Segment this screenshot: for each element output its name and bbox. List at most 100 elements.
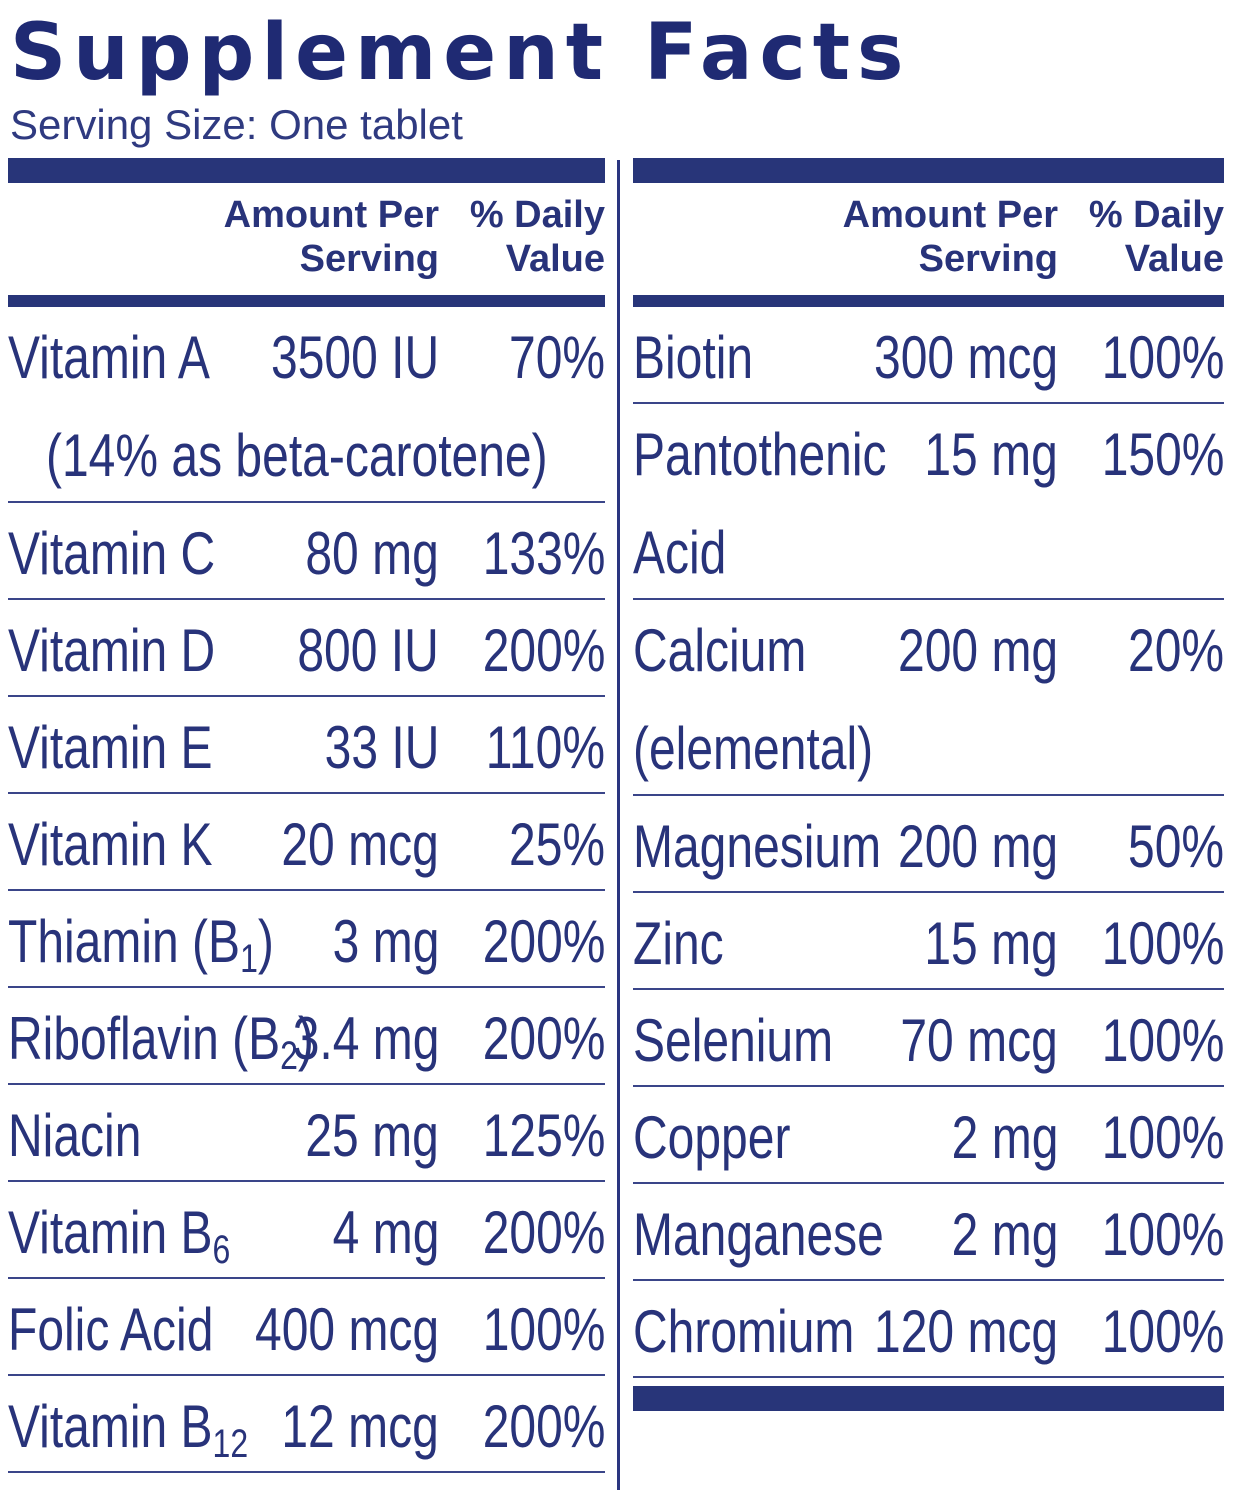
header-line: Value: [1124, 238, 1224, 280]
column-header: Amount Per Serving % Daily Value: [8, 183, 605, 295]
nutrient-row: Manganese 2 mg 100%: [633, 1184, 1224, 1281]
nutrient-name: Vitamin A: [8, 324, 210, 391]
nutrient-name: Vitamin B6: [8, 1199, 231, 1272]
top-bar: [8, 158, 605, 183]
nutrient-name: Vitamin C: [8, 520, 216, 587]
daily-value: 200%: [482, 908, 605, 975]
amount-per-serving: 33 IU: [324, 714, 439, 781]
daily-value: 100%: [1101, 1298, 1224, 1365]
nutrient-row: Vitamin A (14% as beta-carotene) 3500 IU 70…: [8, 307, 605, 503]
nutrient-name: Folic Acid: [8, 1296, 214, 1363]
nutrient-name: Calcium: [633, 617, 807, 684]
nutrient-row: Vitamin K 20 mcg 25%: [8, 794, 605, 891]
nutrient-name: Pantothenic: [633, 421, 887, 488]
header-line: Serving: [918, 238, 1058, 280]
nutrient-row: Pantothenic Acid 15 mg 150%: [633, 404, 1224, 600]
daily-value: 50%: [1127, 813, 1224, 880]
amount-per-serving: 2 mg: [951, 1201, 1058, 1268]
nutrient-row: Chromium 120 mcg 100%: [633, 1281, 1224, 1378]
top-bar: [633, 158, 1224, 183]
nutrient-name: Vitamin E: [8, 714, 213, 781]
header-line: % Daily: [469, 194, 605, 236]
nutrient-name-continued: (14% as beta-carotene): [46, 422, 548, 489]
amount-per-serving: 120 mcg: [873, 1298, 1058, 1365]
daily-value: 110%: [485, 714, 605, 781]
nutrient-name: Riboflavin (B2): [8, 1005, 314, 1078]
amount-per-serving: 3 mg: [332, 908, 439, 975]
nutrient-name: Thiamin (B1): [8, 908, 274, 981]
daily-value: 133%: [482, 520, 605, 587]
daily-value: 100%: [1101, 324, 1224, 391]
daily-value: 100%: [1101, 1104, 1224, 1171]
nutrient-name: Chromium: [633, 1298, 855, 1365]
amount-per-serving: 400 mcg: [254, 1296, 439, 1363]
header-bar: [8, 295, 605, 307]
amount-per-serving: 2 mg: [951, 1104, 1058, 1171]
right-panel: Amount Per Serving % Daily Value Biotin 3…: [633, 158, 1224, 1411]
nutrient-name-continued: (elemental): [633, 715, 874, 782]
nutrient-name: Magnesium: [633, 813, 882, 880]
nutrient-row: Calcium (elemental) 200 mg 20%: [633, 600, 1224, 796]
amount-per-serving: 20 mcg: [281, 811, 439, 878]
nutrient-name: Vitamin B12: [8, 1393, 249, 1466]
amount-per-serving-header: Amount Per Serving: [843, 193, 1058, 281]
amount-per-serving: 800 IU: [297, 617, 439, 684]
subscript: 12: [212, 1422, 249, 1466]
amount-per-serving: 3.4 mg: [292, 1005, 439, 1072]
amount-per-serving: 4 mg: [332, 1199, 439, 1266]
amount-per-serving: 300 mcg: [873, 324, 1058, 391]
nutrient-list: Vitamin A (14% as beta-carotene) 3500 IU 70…: [8, 307, 605, 1473]
nutrient-list: Biotin 300 mcg 100% Pantothenic Acid 15 mg 150…: [633, 307, 1224, 1378]
daily-value: 200%: [482, 1005, 605, 1072]
subscript: 1: [240, 937, 258, 981]
nutrient-row: Vitamin B12 12 mcg 200%: [8, 1376, 605, 1473]
daily-value: 200%: [482, 1393, 605, 1460]
bottom-bar: [633, 1386, 1224, 1411]
amount-per-serving: 80 mg: [305, 520, 439, 587]
daily-value-header: % Daily Value: [470, 193, 605, 281]
nutrient-row: Thiamin (B1) 3 mg 200%: [8, 891, 605, 988]
nutrient-name: Biotin: [633, 324, 754, 391]
nutrient-row: Vitamin D 800 IU 200%: [8, 600, 605, 697]
daily-value: 125%: [482, 1102, 605, 1169]
header-line: Amount Per: [842, 194, 1058, 236]
daily-value: 200%: [482, 1199, 605, 1266]
daily-value: 100%: [1101, 1007, 1224, 1074]
subscript: 2: [280, 1034, 298, 1078]
nutrient-name: Zinc: [633, 910, 724, 977]
amount-per-serving-header: Amount Per Serving: [224, 193, 439, 281]
nutrient-row: Selenium 70 mcg 100%: [633, 990, 1224, 1087]
amount-per-serving: 3500 IU: [270, 324, 439, 391]
amount-per-serving: 25 mg: [305, 1102, 439, 1169]
nutrient-row: Magnesium 200 mg 50%: [633, 796, 1224, 893]
daily-value: 200%: [482, 617, 605, 684]
column-header: Amount Per Serving % Daily Value: [633, 183, 1224, 295]
nutrient-row: Riboflavin (B2) 3.4 mg 200%: [8, 988, 605, 1085]
page-title: Supplement Facts: [10, 8, 911, 98]
daily-value: 100%: [482, 1296, 605, 1363]
header-line: Amount Per: [223, 194, 439, 236]
daily-value: 100%: [1101, 1201, 1224, 1268]
column-divider: [617, 160, 620, 1490]
amount-per-serving: 15 mg: [924, 910, 1058, 977]
header-line: Serving: [299, 238, 439, 280]
header-line: % Daily: [1088, 194, 1224, 236]
nutrient-row: Folic Acid 400 mcg 100%: [8, 1279, 605, 1376]
nutrient-name-continued: Acid: [633, 519, 727, 586]
header-bar: [633, 295, 1224, 307]
nutrient-name: Selenium: [633, 1007, 834, 1074]
daily-value: 70%: [508, 324, 605, 391]
header-line: Value: [505, 238, 605, 280]
nutrient-name: Vitamin D: [8, 617, 216, 684]
amount-per-serving: 12 mcg: [281, 1393, 439, 1460]
nutrient-row: Biotin 300 mcg 100%: [633, 307, 1224, 404]
left-panel: Amount Per Serving % Daily Value Vitamin…: [8, 158, 605, 1473]
amount-per-serving: 15 mg: [924, 421, 1058, 488]
daily-value: 150%: [1101, 421, 1224, 488]
amount-per-serving: 70 mcg: [900, 1007, 1058, 1074]
nutrient-name: Manganese: [633, 1201, 884, 1268]
nutrient-row: Niacin 25 mg 125%: [8, 1085, 605, 1182]
nutrient-name: Copper: [633, 1104, 791, 1171]
nutrient-row: Vitamin B6 4 mg 200%: [8, 1182, 605, 1279]
daily-value: 100%: [1101, 910, 1224, 977]
